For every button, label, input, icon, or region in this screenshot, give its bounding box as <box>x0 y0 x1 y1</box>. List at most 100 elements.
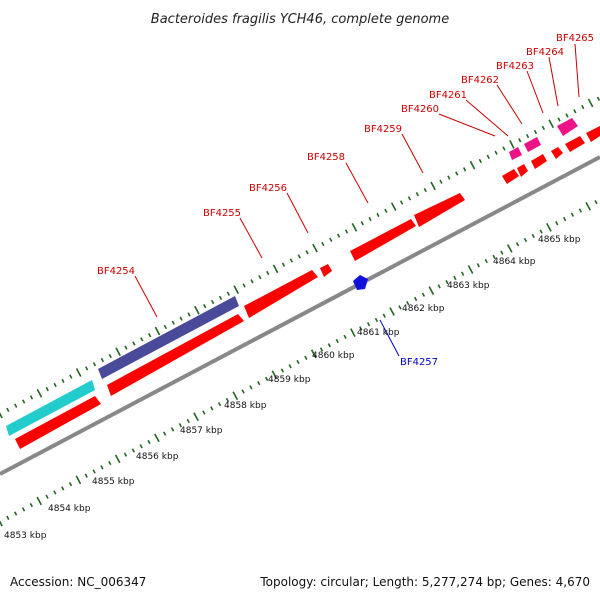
label-bf4258[interactable]: BF4258 <box>307 152 345 163</box>
label-bf4256[interactable]: BF4256 <box>249 183 287 194</box>
scale-tick <box>455 171 459 176</box>
scale-tick <box>53 382 57 388</box>
gene-arrow-bf4258[interactable] <box>350 219 416 261</box>
scale-tick <box>194 305 200 315</box>
purple-feature[interactable] <box>98 296 239 379</box>
scale-tick <box>546 223 552 232</box>
scale-label: 4861 kbp <box>357 328 400 338</box>
scale-tick <box>336 233 341 238</box>
scale-tick <box>462 167 467 172</box>
magenta-gene-3[interactable] <box>557 118 578 136</box>
scale-tick <box>210 299 215 305</box>
scale-tick <box>578 208 583 213</box>
cyan-feature[interactable] <box>6 380 95 436</box>
scale-tick <box>382 313 386 318</box>
gene-arrow-bf4263[interactable] <box>551 147 563 159</box>
genome-backbone <box>0 155 600 476</box>
magenta-gene-2[interactable] <box>524 137 541 152</box>
scale-tick <box>492 254 496 259</box>
scale-tick <box>289 258 294 263</box>
label-bf4260[interactable]: BF4260 <box>401 104 439 115</box>
scale-tick <box>68 482 73 487</box>
scale-tick <box>548 119 555 129</box>
label-bf4265[interactable]: BF4265 <box>556 33 594 44</box>
leader-bf4257 <box>379 319 400 357</box>
scale-tick <box>502 146 506 151</box>
scale-label: 4855 kbp <box>92 477 135 487</box>
scale-tick <box>257 381 261 386</box>
accession-text: Accession: NC_006347 <box>10 575 146 589</box>
label-bf4264[interactable]: BF4264 <box>526 47 564 58</box>
scale-tick <box>351 223 358 232</box>
scale-tick <box>124 345 128 350</box>
leader-bf4263 <box>526 70 544 114</box>
scale-tick <box>447 175 451 180</box>
scale-tick <box>415 192 420 197</box>
scale-tick <box>21 399 26 404</box>
scale-label: 4860 kbp <box>312 351 355 361</box>
label-bf4261[interactable]: BF4261 <box>429 90 467 101</box>
scale-tick <box>484 258 488 264</box>
scale-tick <box>115 347 121 357</box>
scale-tick <box>14 403 18 408</box>
label-bf4254[interactable]: BF4254 <box>97 266 135 277</box>
scale-tick <box>376 212 380 218</box>
gene-arrow-bf4257[interactable] <box>353 275 368 290</box>
scale-tick <box>398 305 402 310</box>
gene-arrow-bf4259[interactable] <box>414 193 465 227</box>
scale-tick <box>469 160 476 170</box>
gene-arrow-bf4261[interactable] <box>517 164 528 177</box>
label-bf4262[interactable]: BF4262 <box>461 75 499 86</box>
gene-arrow-bf4265[interactable] <box>586 126 600 142</box>
scale-tick <box>100 465 104 470</box>
scale-tick <box>6 407 10 412</box>
label-bf4259[interactable]: BF4259 <box>364 124 402 135</box>
scale-tick <box>186 418 190 424</box>
scale-tick <box>131 448 136 453</box>
scale-tick <box>258 275 262 280</box>
gene-arrow-bf4255[interactable] <box>244 270 318 318</box>
scale-tick <box>587 98 594 108</box>
scale-tick <box>476 263 481 268</box>
scale-tick <box>585 202 592 211</box>
gene-arrow-bf4264[interactable] <box>565 136 585 152</box>
scale-tick <box>494 150 498 155</box>
scale-tick <box>359 326 363 331</box>
scale-tick <box>154 326 161 336</box>
gene-arrow-bf4260[interactable] <box>502 169 519 184</box>
gene-arrow-bf4262[interactable] <box>531 154 547 169</box>
leader-bf4264 <box>548 56 559 107</box>
scale-tick <box>565 113 569 118</box>
scale-tick <box>539 229 543 234</box>
gene-arrow-bf4256[interactable] <box>320 264 332 277</box>
label-bf4263[interactable]: BF4263 <box>496 61 534 72</box>
scale-tick <box>329 237 333 242</box>
scale-tick <box>179 316 183 321</box>
scale-tick <box>29 503 34 508</box>
scale-label: 4858 kbp <box>224 401 267 411</box>
scale-tick <box>249 385 253 390</box>
gene-arrow-1[interactable] <box>15 396 101 449</box>
magenta-gene-1[interactable] <box>509 147 522 160</box>
scale-tick <box>573 109 577 114</box>
leader-bf4259 <box>401 133 424 174</box>
scale-tick <box>162 431 167 436</box>
scale-tick <box>304 355 308 360</box>
scale-tick <box>467 265 474 274</box>
scale-tick <box>384 208 388 213</box>
scale-tick <box>272 264 279 274</box>
scale-tick <box>264 376 269 382</box>
scale-tick <box>163 324 168 330</box>
scale-tick <box>555 221 559 226</box>
scale-tick <box>210 406 214 411</box>
scale-tick <box>428 286 435 295</box>
scale-tick <box>75 368 82 377</box>
scale-tick <box>518 138 522 143</box>
scale-tick <box>170 427 175 432</box>
label-bf4257[interactable]: BF4257 <box>400 357 438 368</box>
scale-labels: 4853 kbp 4854 kbp 4855 kbp 4856 kbp 4857… <box>4 235 581 541</box>
gene-arrow-2[interactable] <box>107 314 244 396</box>
label-bf4255[interactable]: BF4255 <box>203 208 241 219</box>
scale-tick <box>84 366 89 371</box>
leader-bf4261 <box>465 99 509 137</box>
